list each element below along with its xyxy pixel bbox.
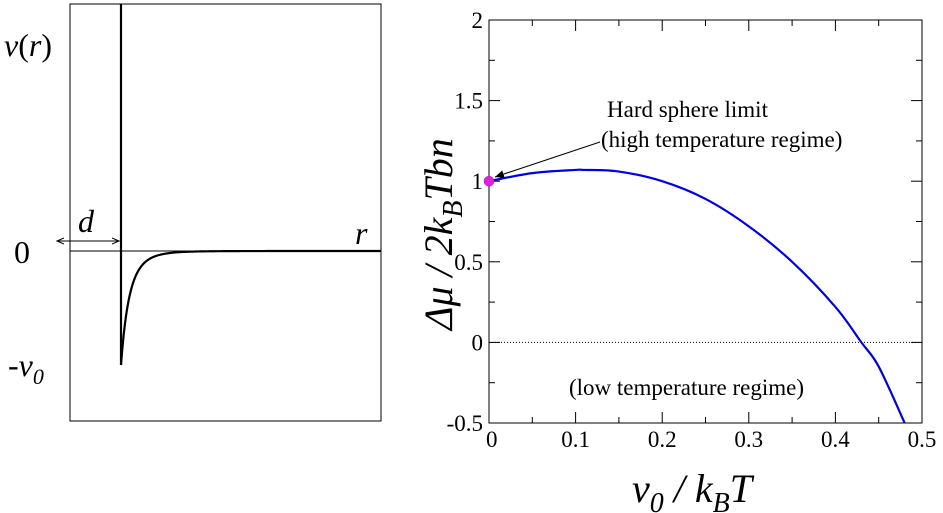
y-tick-label: 1.5 (454, 89, 483, 114)
y-axis-label-a: Δμ / 2k (416, 216, 461, 332)
x-tick-label: 0.4 (821, 427, 850, 452)
zero-label: 0 (14, 234, 30, 270)
x-axis-label-c: T (730, 466, 755, 511)
chemical-potential-panel: 0 0.1 0.2 0.3 0.4 0.5-0.500.511.52 Hard spher… (416, 8, 936, 513)
left-ylabel-paren-close: ) (41, 27, 52, 63)
axis-ticks (488, 19, 923, 424)
x-axis-label-b-sub: B (713, 488, 730, 513)
potential-frame (69, 3, 382, 422)
y-tick-label: 2 (472, 8, 484, 33)
x-tick-label: 0.3 (734, 427, 763, 452)
x-axis-label-a: v (632, 466, 650, 511)
y-axis-label: Δμ / 2kBTbn (416, 138, 469, 332)
left-ylabel: v(r) (4, 27, 52, 63)
series-curve (488, 168, 906, 424)
x-axis-label: v0 / kBT (632, 466, 755, 513)
r-axis-label: r (355, 215, 368, 251)
annotation-hard-sphere-line1: Hard sphere limit (607, 97, 769, 122)
y-axis-label-a-sub: B (438, 200, 469, 217)
y-tick-label: 0.5 (454, 250, 483, 275)
x-axis-label-b: / k (664, 466, 714, 511)
hard-sphere-marker (483, 175, 495, 187)
attractive-tail-curve (119, 249, 381, 366)
potential-panel: v(r) d 0 r -v0 (4, 3, 382, 422)
y-axis-label-b: Tbn (416, 138, 461, 200)
neg-v0-prefix: -v (8, 347, 34, 383)
x-axis-label-a-sub: 0 (650, 488, 664, 513)
annotation-low-temp: (low temperature regime) (569, 375, 804, 400)
left-ylabel-r: r (29, 27, 42, 63)
y-tick-label: -0.5 (447, 411, 483, 436)
left-ylabel-paren-open: ( (18, 27, 29, 63)
neg-v0-label: -v0 (8, 347, 44, 389)
x-tick-label: 0.2 (648, 427, 677, 452)
axis-tick-labels: 0 0.1 0.2 0.3 0.4 0.5-0.500.511.52 (447, 8, 937, 452)
neg-v0-sub: 0 (33, 364, 44, 389)
d-label: d (78, 203, 95, 239)
hard-sphere-arrow (494, 141, 601, 178)
annotation-hard-sphere-line2: (high temperature regime) (601, 127, 842, 152)
x-tick-label: 0 (486, 427, 498, 452)
left-ylabel-v: v (4, 27, 19, 63)
y-tick-label: 0 (472, 330, 484, 355)
y-tick-label: 1 (472, 169, 484, 194)
x-tick-label: 0.5 (908, 427, 937, 452)
plot-frame (488, 19, 923, 424)
x-tick-label: 0.1 (561, 427, 590, 452)
